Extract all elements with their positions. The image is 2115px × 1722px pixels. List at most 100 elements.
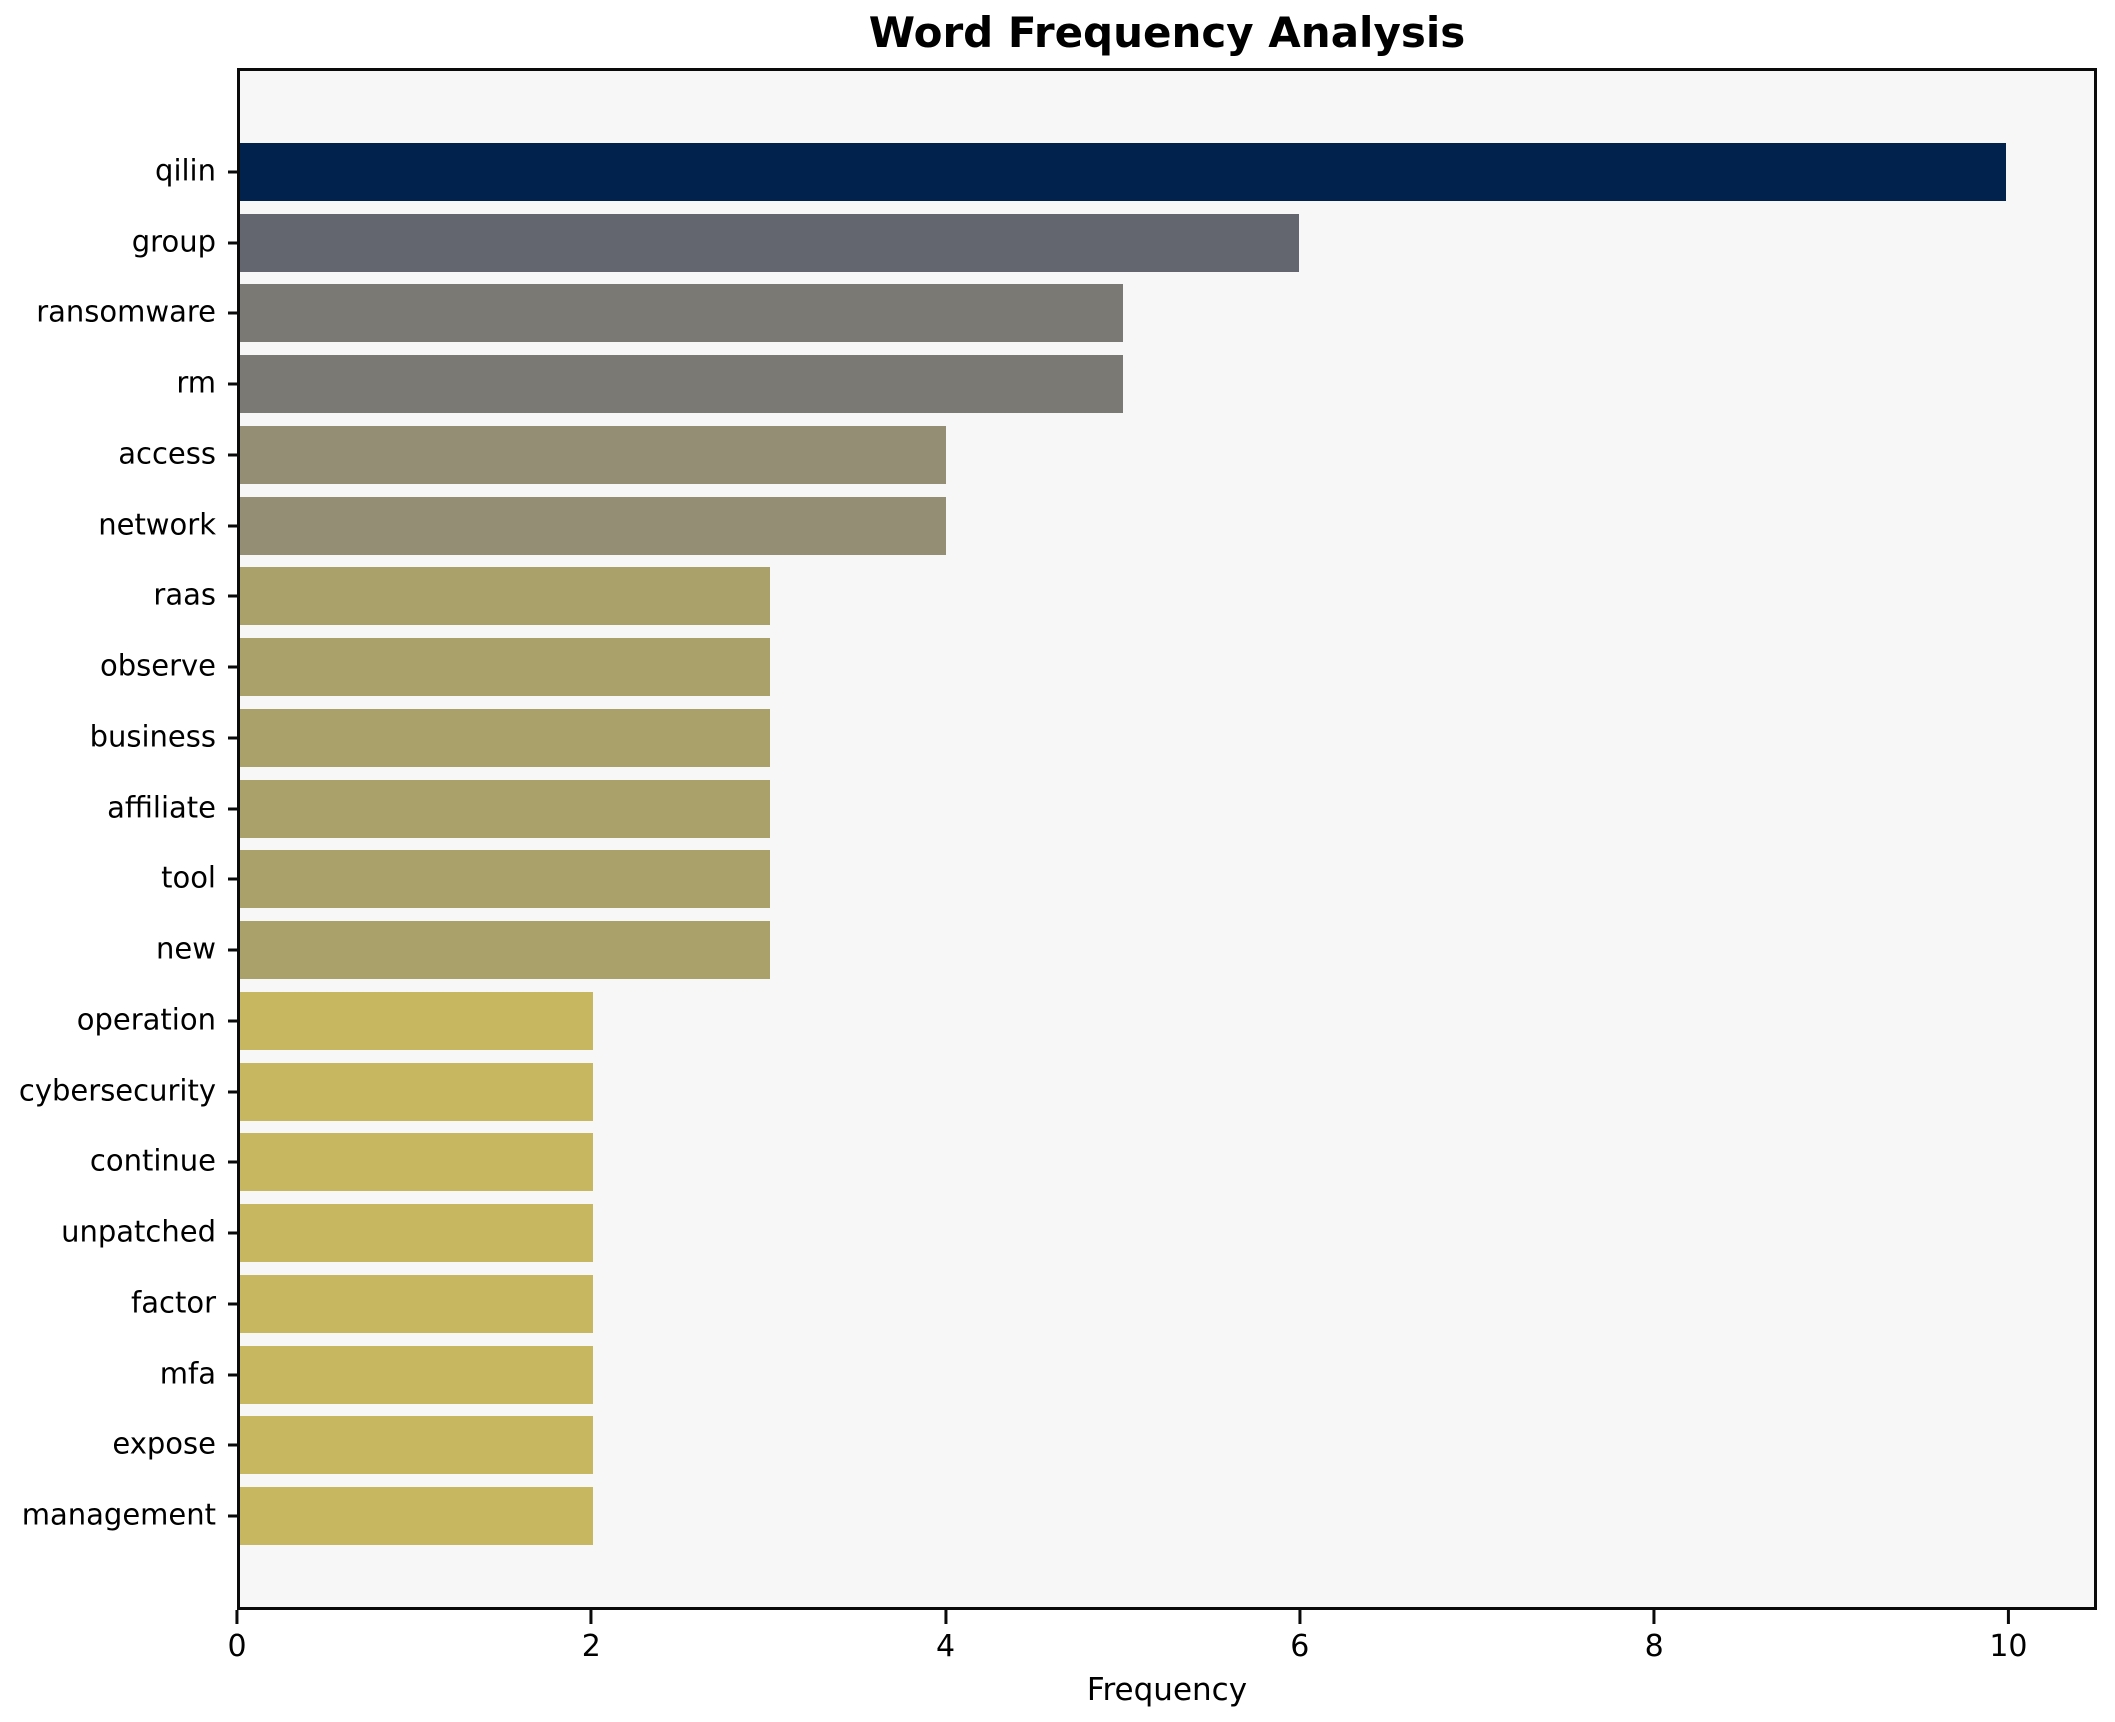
x-tick-label: 10 — [1989, 1629, 2028, 1664]
bar-row: cybersecurity — [19, 1062, 2094, 1121]
y-tick-label: raas — [153, 577, 216, 612]
bar — [240, 921, 770, 980]
bar — [240, 638, 770, 697]
y-tick-label: management — [21, 1497, 216, 1532]
y-tick-mark — [228, 1160, 240, 1164]
y-tick-mark — [228, 1443, 240, 1447]
bar-row: mfa — [160, 1345, 2094, 1404]
bar-row: expose — [112, 1416, 2094, 1475]
y-tick-label: expose — [112, 1426, 216, 1461]
bar-row: affiliate — [107, 779, 2094, 838]
x-tick-mark — [2006, 1610, 2010, 1624]
chart-title: Word Frequency Analysis — [868, 8, 1466, 57]
bar — [240, 1416, 594, 1475]
y-tick-label: operation — [76, 1002, 216, 1037]
x-tick-mark — [589, 1610, 593, 1624]
y-tick-label: access — [118, 436, 216, 471]
y-tick-mark — [228, 241, 240, 245]
bar-row: management — [22, 1487, 2094, 1545]
y-tick-label: tool — [161, 860, 216, 895]
bar — [240, 1487, 594, 1545]
y-tick-mark — [228, 665, 240, 669]
y-tick-label: rm — [176, 365, 216, 400]
x-tick-mark — [1652, 1610, 1656, 1624]
plot-area: qilin group ransomware rm access network raas o… — [19, 68, 2097, 1610]
bar — [240, 1345, 594, 1404]
y-tick-mark — [228, 877, 240, 881]
bar-row: rm — [176, 355, 2094, 414]
x-axis-label: Frequency — [1086, 1672, 1248, 1708]
x-tick: 10 — [1989, 1610, 2028, 1664]
x-tick-label: 2 — [581, 1629, 601, 1664]
x-tick: 4 — [936, 1610, 955, 1662]
bar-row: raas — [153, 567, 2094, 626]
bar — [240, 1204, 594, 1263]
bar-row: factor — [131, 1274, 2094, 1333]
x-tick-label: 4 — [936, 1629, 956, 1664]
y-tick-label: cybersecurity — [18, 1072, 216, 1107]
y-tick-label: network — [98, 507, 216, 542]
y-tick-label: factor — [131, 1285, 216, 1320]
bar — [240, 1133, 594, 1192]
y-tick-mark — [228, 311, 240, 315]
y-tick-label: affiliate — [107, 789, 216, 824]
x-tick-mark — [235, 1610, 239, 1624]
y-tick-mark — [228, 948, 240, 952]
y-tick-mark — [228, 594, 240, 598]
y-tick-mark — [228, 807, 240, 811]
x-tick: 6 — [1290, 1610, 1309, 1662]
bar-row: group — [132, 213, 2094, 272]
bar — [240, 567, 770, 626]
bar-row: new — [156, 921, 2094, 980]
y-tick-mark — [228, 1514, 240, 1518]
x-tick: 2 — [582, 1610, 601, 1662]
bar-row: operation — [77, 991, 2094, 1050]
bar — [240, 708, 770, 767]
x-tick-mark — [1298, 1610, 1302, 1624]
y-tick-mark — [228, 382, 240, 386]
x-tick-label: 8 — [1644, 1629, 1664, 1664]
y-tick-mark — [228, 1090, 240, 1094]
bar — [240, 425, 947, 484]
bar — [240, 143, 2006, 201]
x-axis: 0 2 4 6 8 10 — [227, 1610, 2097, 1720]
bar-row: business — [90, 708, 2094, 767]
bar-row: tool — [161, 850, 2094, 909]
x-tick: 8 — [1645, 1610, 1664, 1662]
y-tick-mark — [228, 1019, 240, 1023]
bar — [240, 213, 1300, 272]
bar-row: unpatched — [61, 1204, 2094, 1263]
bar-row: network — [98, 496, 2094, 555]
bar — [240, 850, 770, 909]
bar — [240, 284, 1123, 343]
y-tick-mark — [228, 170, 240, 174]
y-tick-label: group — [131, 224, 216, 259]
x-tick-label: 6 — [1290, 1629, 1310, 1664]
bar-row: observe — [100, 638, 2094, 697]
bar — [240, 1062, 594, 1121]
bar-row: ransomware — [36, 284, 2094, 343]
y-tick-mark — [228, 1302, 240, 1306]
y-tick-label: observe — [99, 648, 216, 683]
bar — [240, 1274, 594, 1333]
y-tick-mark — [228, 524, 240, 528]
y-tick-label: business — [89, 719, 216, 754]
x-tick-mark — [944, 1610, 948, 1624]
y-tick-mark — [228, 1373, 240, 1377]
bar — [240, 991, 594, 1050]
bar-row: continue — [90, 1133, 2094, 1192]
y-tick-label: continue — [89, 1143, 216, 1178]
y-tick-label: qilin — [155, 153, 216, 188]
bar — [240, 779, 770, 838]
y-tick-mark — [228, 1231, 240, 1235]
bar-row: access — [118, 425, 2094, 484]
y-tick-label: new — [156, 931, 216, 966]
bar — [240, 355, 1123, 414]
y-tick-label: mfa — [159, 1355, 216, 1390]
y-tick-mark — [228, 453, 240, 457]
y-tick-label: unpatched — [61, 1214, 216, 1249]
bar-row: qilin — [155, 143, 2094, 201]
y-tick-label: ransomware — [36, 294, 216, 329]
y-tick-mark — [228, 736, 240, 740]
